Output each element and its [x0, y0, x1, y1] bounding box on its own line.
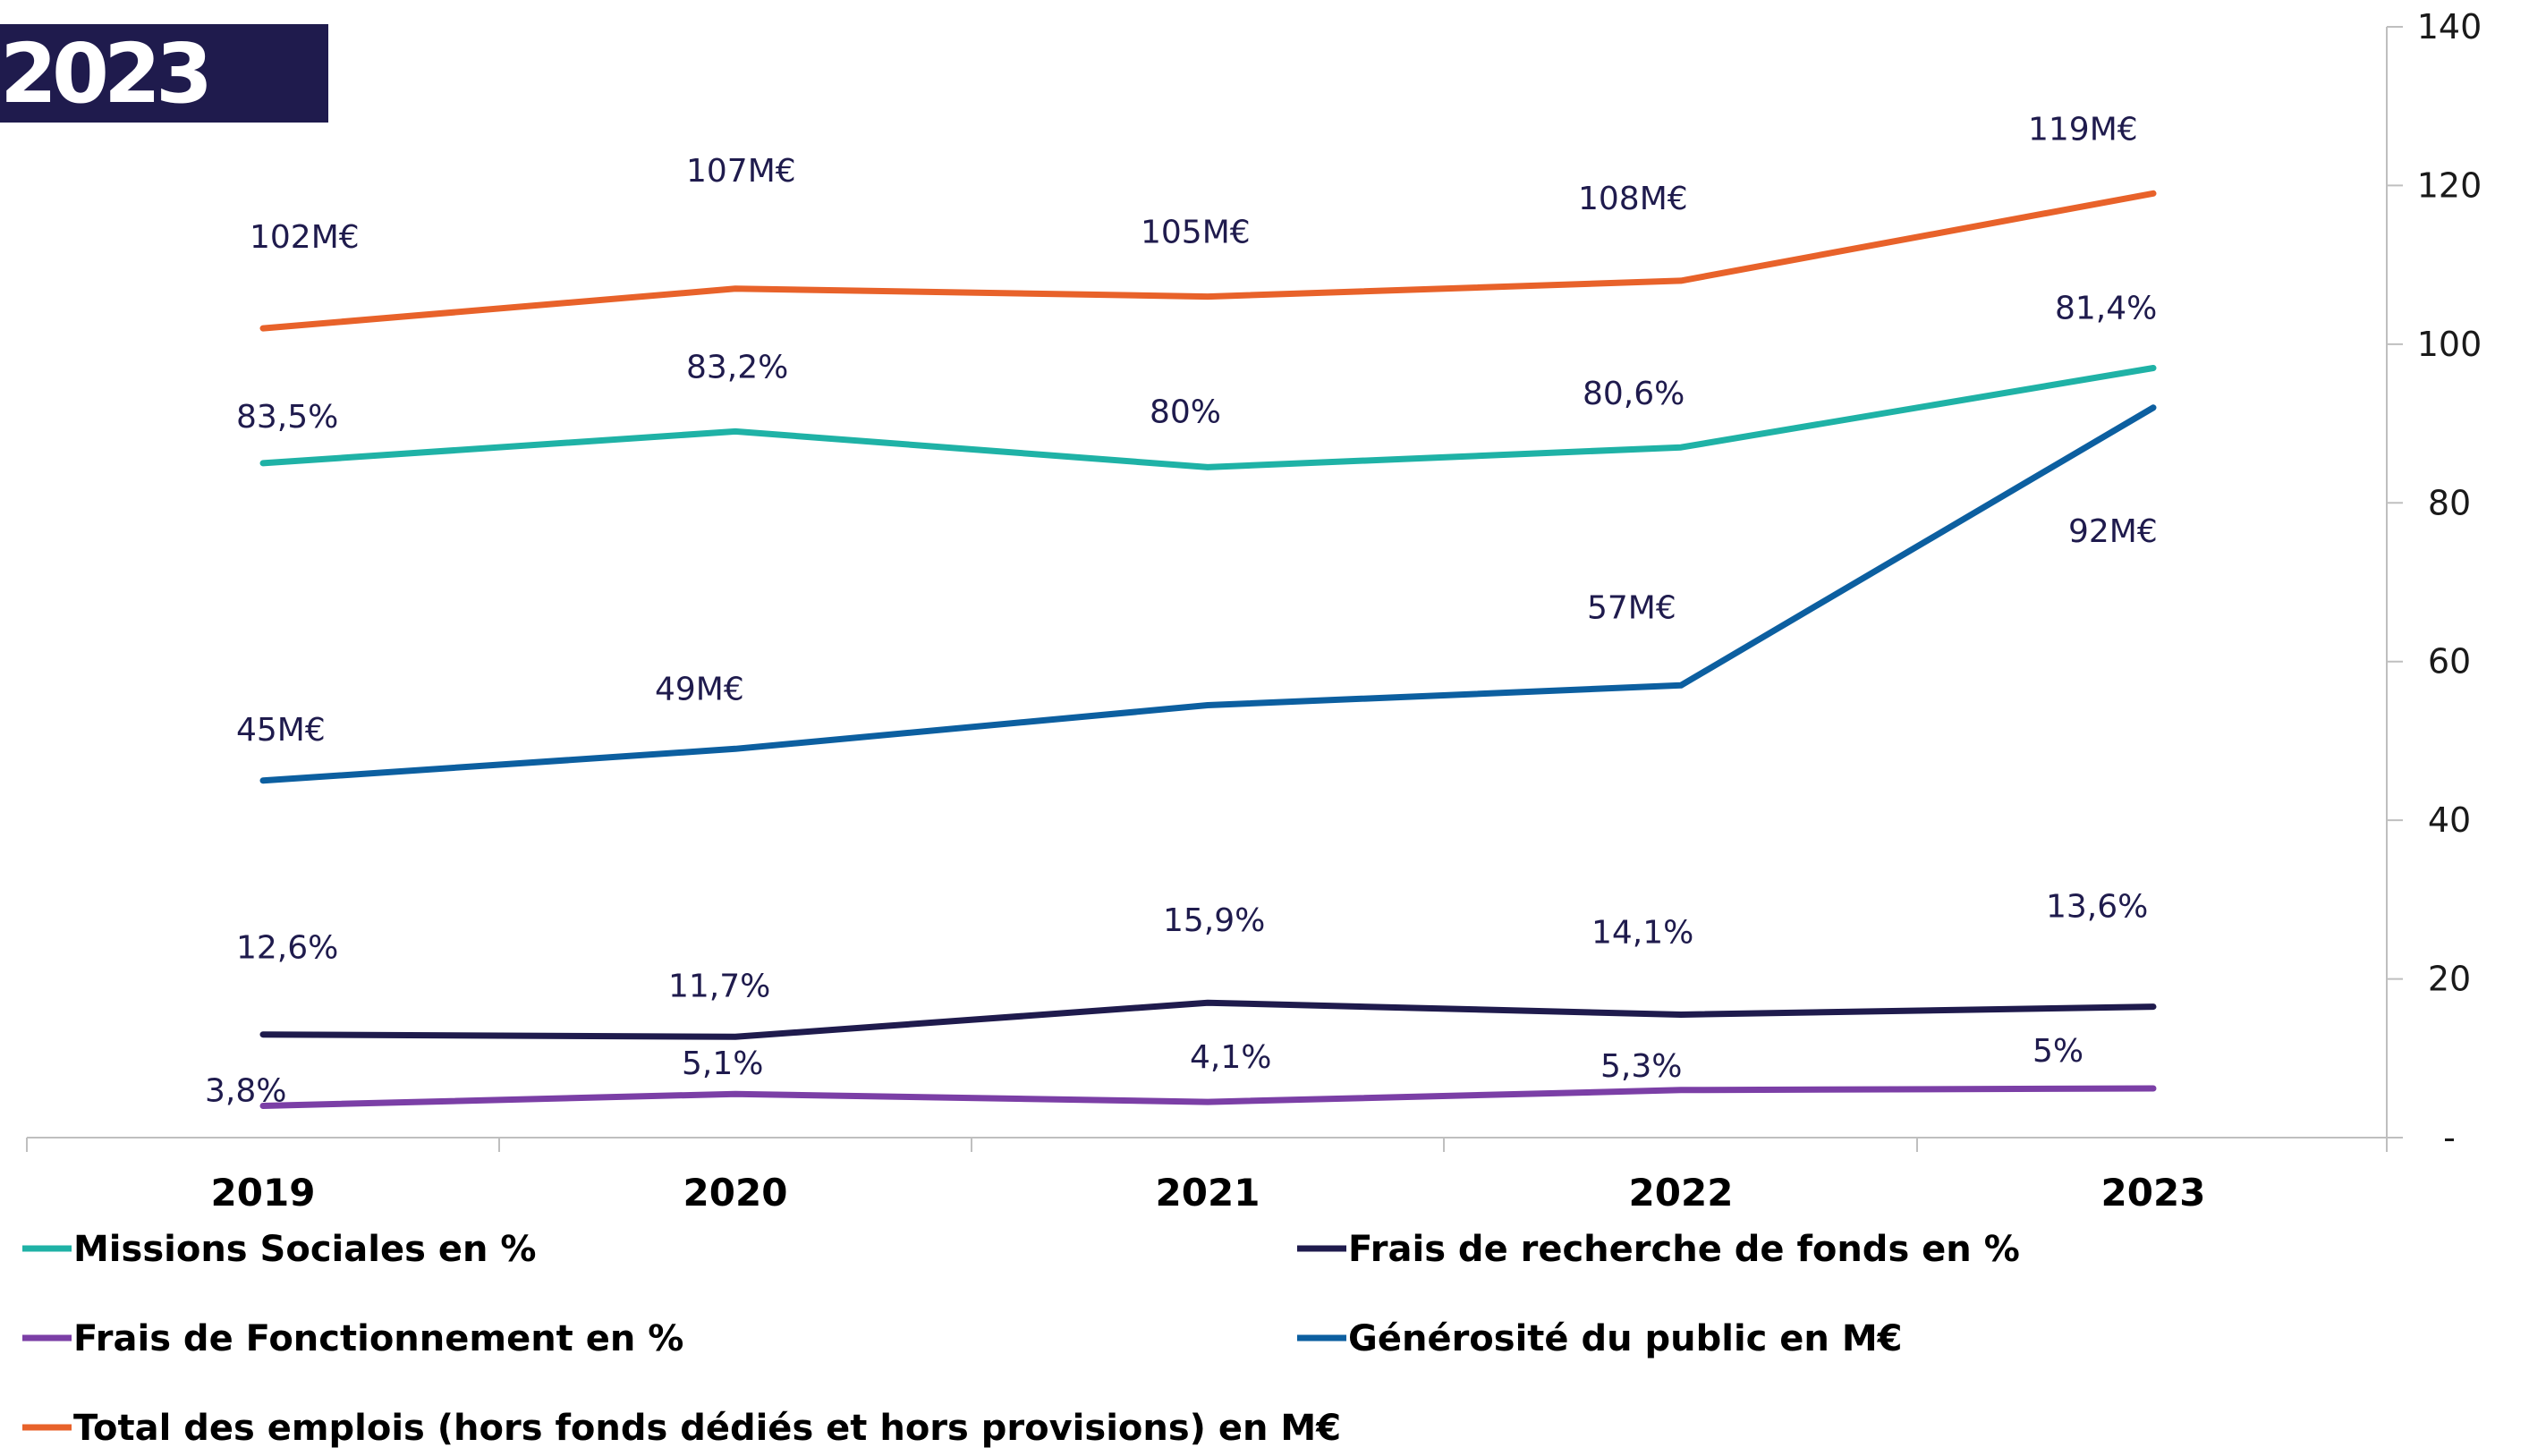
legend-label: Frais de Fonctionnement en % [73, 1318, 683, 1359]
x-tick-label: 2019 [211, 1171, 316, 1215]
x-tick-label: 2023 [2101, 1171, 2206, 1215]
data-label: 13,6% [2046, 889, 2148, 926]
legend-label: Total des emplois (hors fonds dédiés et … [73, 1408, 1341, 1449]
data-label: 14,1% [1591, 914, 1693, 951]
data-label: 57M€ [1587, 589, 1676, 626]
year-badge: 2023 [0, 24, 328, 123]
legend-label: Frais de recherche de fonds en % [1348, 1229, 2020, 1270]
series-line [259, 1085, 2157, 1109]
data-label: 4,1% [1190, 1039, 1271, 1076]
data-label: 49M€ [655, 671, 744, 707]
year-badge-label: 2023 [0, 26, 213, 122]
x-tick-label: 2020 [683, 1171, 788, 1215]
y-tick-label: 140 [2417, 7, 2482, 47]
data-label: 80,6% [1583, 376, 1685, 412]
data-label: 92M€ [2068, 513, 2158, 550]
data-label: 102M€ [250, 219, 360, 256]
data-label: 81,4% [2055, 290, 2157, 326]
y-tick-label: - [2443, 1118, 2456, 1157]
data-label: 105M€ [1141, 215, 1251, 251]
data-label: 15,9% [1163, 902, 1265, 939]
legend-label: Missions Sociales en % [73, 1229, 536, 1270]
data-label: 3,8% [205, 1073, 286, 1110]
data-label: 107M€ [686, 153, 796, 190]
y-tick-label: 20 [2428, 960, 2471, 999]
series-line [259, 404, 2157, 784]
legend-label: Générosité du public en M€ [1348, 1318, 1902, 1359]
data-label: 11,7% [668, 968, 770, 1004]
data-label: 12,6% [236, 930, 338, 967]
data-label: 83,5% [236, 399, 338, 436]
data-label: 5,3% [1600, 1048, 1682, 1085]
y-tick-label: 80 [2428, 483, 2471, 522]
series-line [259, 999, 2157, 1040]
x-tick-label: 2021 [1156, 1171, 1260, 1215]
y-tick-label: 100 [2417, 325, 2482, 364]
data-label: 108M€ [1578, 181, 1688, 217]
x-tick-label: 2022 [1629, 1171, 1734, 1215]
data-label: 5% [2033, 1033, 2083, 1070]
data-label: 83,2% [686, 349, 788, 385]
data-label: 119M€ [2028, 111, 2138, 148]
y-tick-label: 40 [2428, 800, 2471, 840]
data-label: 45M€ [236, 712, 326, 749]
data-label: 80% [1150, 394, 1221, 430]
data-label: 5,1% [682, 1045, 763, 1082]
y-tick-label: 60 [2428, 642, 2471, 681]
y-tick-label: 120 [2417, 165, 2482, 205]
